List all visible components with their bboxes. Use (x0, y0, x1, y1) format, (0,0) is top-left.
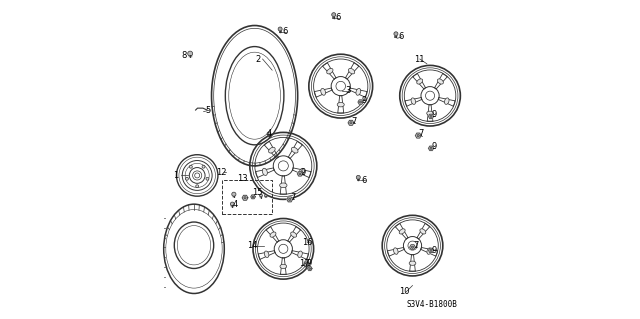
Circle shape (350, 122, 352, 124)
Circle shape (430, 249, 432, 251)
Polygon shape (428, 248, 433, 253)
Ellipse shape (411, 98, 415, 104)
Circle shape (186, 177, 188, 180)
Circle shape (304, 263, 307, 266)
Text: 3: 3 (346, 86, 351, 95)
Ellipse shape (420, 229, 426, 234)
Text: 9: 9 (431, 110, 437, 119)
Circle shape (189, 165, 192, 168)
Ellipse shape (269, 147, 275, 153)
Ellipse shape (409, 261, 416, 265)
Text: 16: 16 (303, 238, 313, 247)
Polygon shape (308, 267, 312, 271)
Text: 6: 6 (282, 27, 287, 36)
Ellipse shape (437, 79, 444, 84)
Text: 9: 9 (300, 168, 306, 177)
Polygon shape (428, 114, 433, 119)
Circle shape (206, 177, 209, 180)
Ellipse shape (280, 264, 287, 269)
Text: 1: 1 (173, 171, 178, 180)
Ellipse shape (427, 111, 433, 115)
Ellipse shape (417, 79, 422, 84)
Text: 15: 15 (253, 189, 263, 197)
Polygon shape (410, 245, 415, 250)
Circle shape (332, 13, 336, 17)
Circle shape (430, 147, 432, 149)
Ellipse shape (300, 168, 304, 175)
Text: 9: 9 (431, 142, 437, 151)
Circle shape (417, 134, 419, 137)
Polygon shape (348, 120, 354, 125)
Text: 4: 4 (266, 130, 271, 138)
Circle shape (244, 197, 246, 199)
Ellipse shape (349, 68, 355, 74)
Text: 5: 5 (205, 106, 211, 115)
Polygon shape (251, 195, 255, 199)
Text: 12: 12 (216, 168, 227, 177)
Ellipse shape (270, 232, 276, 237)
Text: 11: 11 (413, 55, 424, 63)
Ellipse shape (399, 229, 405, 234)
Ellipse shape (298, 251, 302, 257)
Polygon shape (358, 100, 363, 104)
Text: 7: 7 (413, 241, 419, 250)
Circle shape (356, 175, 360, 179)
Text: 6: 6 (399, 32, 404, 41)
Ellipse shape (321, 88, 326, 95)
Ellipse shape (264, 251, 269, 257)
Text: 9: 9 (361, 96, 366, 105)
Circle shape (267, 132, 271, 136)
Circle shape (264, 195, 267, 197)
Text: 2: 2 (256, 55, 261, 63)
Circle shape (188, 51, 193, 56)
Circle shape (430, 115, 432, 117)
Ellipse shape (394, 248, 398, 254)
Circle shape (360, 101, 362, 103)
Ellipse shape (291, 232, 296, 237)
Ellipse shape (262, 168, 268, 175)
Text: 14: 14 (247, 241, 258, 250)
Circle shape (202, 165, 205, 168)
Circle shape (309, 268, 310, 270)
Polygon shape (242, 195, 248, 200)
Text: 10: 10 (399, 287, 410, 296)
Circle shape (230, 202, 234, 206)
Ellipse shape (356, 88, 361, 95)
Circle shape (299, 173, 301, 175)
Text: 13: 13 (237, 174, 248, 183)
Circle shape (232, 192, 236, 197)
Text: 17: 17 (299, 259, 309, 268)
Polygon shape (287, 197, 292, 202)
Ellipse shape (327, 68, 333, 74)
Circle shape (412, 246, 413, 249)
Text: 7: 7 (290, 193, 296, 202)
Polygon shape (304, 261, 309, 265)
Circle shape (394, 32, 398, 36)
Circle shape (305, 262, 308, 264)
Circle shape (278, 27, 282, 31)
Text: 7: 7 (419, 130, 424, 138)
Text: 9: 9 (307, 259, 312, 268)
Text: 9: 9 (431, 246, 437, 255)
Circle shape (260, 194, 262, 197)
Polygon shape (298, 172, 303, 176)
Circle shape (252, 196, 254, 198)
Ellipse shape (337, 102, 344, 107)
Circle shape (289, 198, 291, 201)
Polygon shape (415, 133, 421, 138)
Circle shape (196, 185, 198, 188)
Text: 7: 7 (351, 117, 356, 126)
Text: 6: 6 (362, 176, 367, 185)
Ellipse shape (280, 183, 287, 188)
Text: 8: 8 (182, 51, 187, 60)
Text: 4: 4 (232, 200, 238, 209)
Ellipse shape (427, 248, 431, 254)
Text: S3V4-B1800B: S3V4-B1800B (406, 300, 457, 309)
Ellipse shape (291, 147, 298, 153)
Text: 6: 6 (336, 13, 341, 22)
Polygon shape (428, 146, 433, 151)
Ellipse shape (445, 98, 449, 104)
